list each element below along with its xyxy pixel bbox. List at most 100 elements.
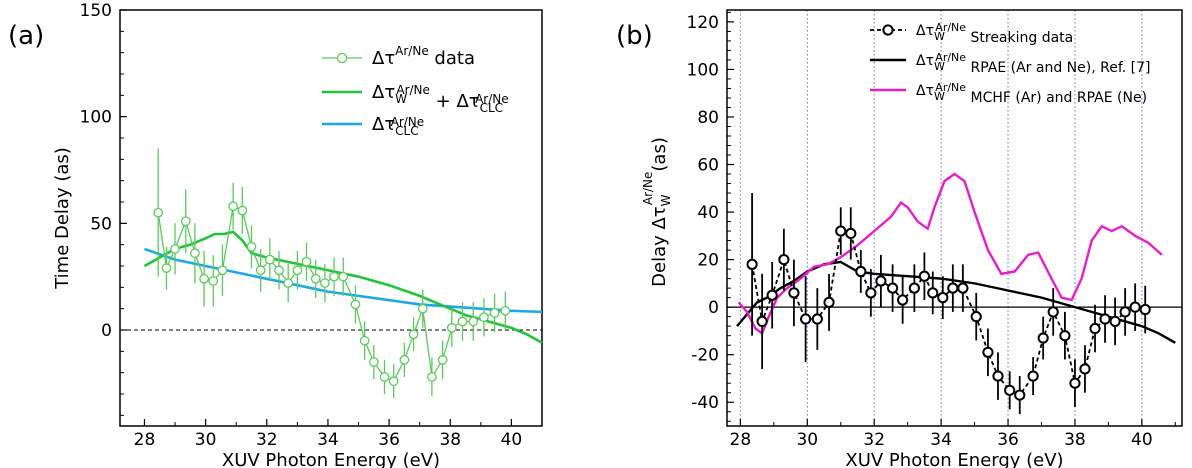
panel-a-data-point	[468, 316, 479, 327]
panel-a-legend-label-part: +	[430, 91, 457, 112]
panel-a-y-axis-title: Time Delay (as)	[52, 147, 73, 290]
panel-b-x-tick-label: 28	[730, 430, 752, 450]
panel-a-data-point	[489, 308, 500, 318]
panel-b-data-point	[1037, 332, 1049, 344]
panel-a-y-tick-label: 0	[101, 321, 112, 341]
panel-b-legend-label: ΔτWAr/Ne MCHF (Ar) and RPAE (Ne)	[916, 81, 1147, 106]
panel-b-x-tick-label: 30	[796, 430, 818, 450]
panel-a-data-point	[153, 207, 164, 218]
panel-b-x-tick-label: 34	[930, 430, 952, 450]
panel-a-x-tick-label: 34	[317, 430, 339, 450]
panel-a-data-point	[399, 355, 410, 365]
panel-a-legend-label-part: W	[395, 92, 407, 106]
panel-a-data-point	[368, 357, 379, 367]
panel-a-legend-label-part: Δτ	[456, 91, 479, 112]
panel-a-data-point	[310, 273, 321, 284]
panel-a-data-point	[446, 323, 457, 333]
panel-a-x-tick-label: 36	[378, 430, 400, 450]
panel-b-data-point	[1099, 313, 1111, 325]
panel-b-data-point	[855, 265, 867, 278]
panel-a-data-point	[180, 216, 191, 227]
panel-b-data-point	[778, 254, 790, 266]
panel-b-legend-label-part: Streaking data	[966, 30, 1073, 46]
panel-a-data-point	[283, 278, 294, 288]
panel-b-data-point	[1014, 389, 1026, 401]
panel-b-y-tick-label: 40	[697, 203, 719, 223]
panel-b-data-point	[1079, 363, 1091, 375]
panel-b-data-point	[766, 289, 778, 301]
panel-b-data-point	[918, 270, 930, 282]
panel-b-x-tick-label: 36	[997, 430, 1019, 450]
panel-a-data-point	[437, 355, 448, 365]
panel-a-plot-frame	[119, 9, 543, 427]
panel-b-y-tick-label: 20	[697, 251, 719, 271]
panel-a-legend-label-part: data	[429, 48, 475, 69]
panel-b-legend-label-part: Ar/Ne	[935, 51, 966, 64]
panel-b-data-point	[865, 287, 877, 299]
panel-a-legend-label: ΔτAr/Ne data	[372, 44, 475, 69]
panel-a-data-point	[292, 265, 303, 276]
panel-b-y-tick-label: -20	[691, 346, 719, 366]
panel-b-legend-label-part: W	[934, 60, 945, 73]
panel-a-data-point	[274, 265, 284, 276]
panel-a-data-point	[170, 244, 180, 254]
panel-a-data-point	[301, 256, 312, 267]
panel-b-x-tick-label: 32	[863, 430, 885, 450]
panel-b-data-point	[1069, 377, 1081, 389]
panel-b-rpae-curve	[736, 260, 1176, 344]
panel-b-legend-label-part: W	[934, 90, 945, 103]
panel-a-data-point	[208, 276, 219, 286]
panel-b-data-point	[1129, 301, 1141, 313]
panel-b-y-tick-label: 120	[687, 13, 719, 33]
panel-b-y-axis-title-part: Ar/Ne	[641, 172, 655, 206]
panel-b-data-point	[970, 311, 982, 323]
panel-b-legend-label-part: MCHF (Ar) and RPAE (Ne)	[966, 90, 1147, 106]
panel-a-data-point	[161, 263, 172, 273]
panel-a-series-line	[157, 205, 506, 383]
panel-a: 28 30 32 34 36 38 40 0 50 100 150 XUV Photon Energy…	[8, 1, 543, 468]
panel-b-data-point	[811, 313, 823, 325]
panel-a-data-point	[457, 316, 468, 327]
panel-b-label: (b)	[616, 21, 653, 51]
panel-b-data-point	[875, 275, 887, 287]
panel-b-legend-label-part: RPAE (Ar and Ne), Ref. [7]	[966, 60, 1150, 76]
panel-a-legend-label: ΔτWAr/Ne + ΔτCLCAr/Ne	[372, 82, 509, 115]
panel-b-data-point	[800, 313, 812, 325]
panel-a-legend-label: ΔτCLCAr/Ne	[372, 114, 424, 138]
panel-b-data-point	[845, 227, 857, 240]
panel-a-data-point	[388, 376, 399, 387]
panel-a-data-point	[320, 278, 330, 288]
panel-b-data-point	[1047, 306, 1059, 318]
panel-a-y-tick-label: 150	[80, 1, 112, 21]
panel-a-x-tick-label: 40	[501, 430, 523, 450]
panel-b-data-point	[937, 292, 949, 304]
panel-b-data-point	[756, 315, 768, 328]
panel-a-data-point	[350, 299, 361, 310]
panel-a-legend-label-part: Δτ	[372, 82, 395, 103]
panel-b-y-axis-title-part: (as)	[649, 137, 670, 171]
panel-b-data-point	[908, 282, 920, 294]
panel-a-data-point	[359, 335, 370, 346]
panel-a-x-tick-label: 28	[134, 430, 156, 450]
panel-b-y-axis-title-part: W	[659, 194, 673, 206]
panel-b-data-point	[982, 346, 994, 358]
panel-b-data-point	[1119, 306, 1131, 318]
panel-b-y-tick-label: 100	[687, 60, 719, 80]
panel-b-data-point	[897, 294, 909, 306]
panel-a-data-point	[228, 201, 238, 212]
panel-a-data-point	[190, 248, 200, 259]
panel-a-legend-label-part: Δτ	[372, 114, 395, 135]
panel-a-label: (a)	[8, 21, 44, 51]
panel-b-data-point	[835, 225, 847, 237]
panel-a-data-point	[500, 305, 511, 316]
panel-b-x-tick-label: 38	[1064, 430, 1086, 450]
panel-a-x-axis-title: XUV Photon Energy (eV)	[222, 450, 440, 468]
panel-a-legend-label-part: Ar/Ne	[391, 115, 425, 129]
panel-b-legend-label-part: Δτ	[916, 53, 934, 69]
panel-b-data-point	[1109, 315, 1121, 328]
panel-b-legend-label-part: W	[934, 30, 945, 43]
panel-b-data-point	[927, 287, 939, 299]
panel-a-legend-label-part: Ar/Ne	[396, 83, 430, 97]
panel-b-legend-label-part: Δτ	[916, 23, 934, 39]
